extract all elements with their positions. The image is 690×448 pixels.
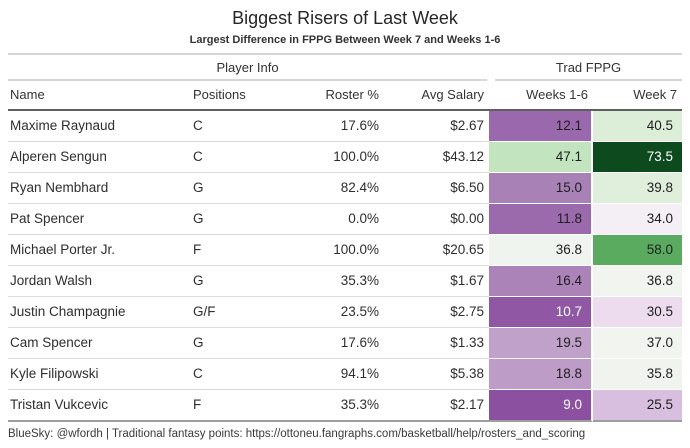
week-7-cell: 37.0 bbox=[593, 328, 683, 359]
column-header-week-7: Week 7 bbox=[593, 81, 683, 111]
column-header-row: Name Positions Roster % Avg Salary Weeks… bbox=[8, 81, 683, 111]
positions-cell: F bbox=[188, 390, 284, 422]
player-name-cell: Alperen Sengun bbox=[8, 142, 188, 173]
week-7-cell: 40.5 bbox=[593, 111, 683, 142]
positions-cell: C bbox=[188, 142, 284, 173]
avg-salary-cell: $6.50 bbox=[384, 173, 490, 204]
table-row: Cam Spencer G 17.6% $1.33 19.5 37.0 bbox=[8, 328, 683, 359]
positions-cell: G bbox=[188, 173, 284, 204]
weeks-1-6-cell: 16.4 bbox=[489, 266, 594, 297]
column-group-row: Player Info Trad FPPG bbox=[8, 55, 683, 81]
week-7-cell: 73.5 bbox=[593, 142, 683, 173]
roster-pct-cell: 17.6% bbox=[284, 111, 384, 142]
roster-pct-cell: 0.0% bbox=[284, 204, 384, 235]
roster-pct-cell: 100.0% bbox=[284, 142, 384, 173]
table-row: Jordan Walsh G 35.3% $1.67 16.4 36.8 bbox=[8, 266, 683, 297]
week-7-cell: 34.0 bbox=[593, 204, 683, 235]
player-name-cell: Pat Spencer bbox=[8, 204, 188, 235]
weeks-1-6-cell: 12.1 bbox=[489, 111, 594, 142]
avg-salary-cell: $5.38 bbox=[384, 359, 490, 390]
avg-salary-cell: $1.33 bbox=[384, 328, 490, 359]
player-name-cell: Ryan Nembhard bbox=[8, 173, 188, 204]
group-header-trad-fppg: Trad FPPG bbox=[489, 55, 683, 81]
table-body: Maxime Raynaud C 17.6% $2.67 12.1 40.5 Alperen… bbox=[8, 111, 683, 422]
table-row: Tristan Vukcevic F 35.3% $2.17 9.0 25.5 bbox=[8, 390, 683, 422]
group-header-player-info-label: Player Info bbox=[8, 60, 488, 81]
week-7-cell: 58.0 bbox=[593, 235, 683, 266]
roster-pct-cell: 82.4% bbox=[284, 173, 384, 204]
column-header-avg-salary: Avg Salary bbox=[384, 81, 490, 111]
table-row: Kyle Filipowski C 94.1% $5.38 18.8 35.8 bbox=[8, 359, 683, 390]
roster-pct-cell: 23.5% bbox=[284, 297, 384, 328]
player-name-cell: Kyle Filipowski bbox=[8, 359, 188, 390]
source-note: BlueSky: @wfordh | Traditional fantasy p… bbox=[8, 428, 586, 440]
weeks-1-6-cell: 36.8 bbox=[489, 235, 594, 266]
group-header-player-info: Player Info bbox=[8, 55, 489, 81]
column-header-name: Name bbox=[8, 81, 188, 111]
player-name-cell: Tristan Vukcevic bbox=[8, 390, 188, 422]
player-name-cell: Jordan Walsh bbox=[8, 266, 188, 297]
avg-salary-cell: $2.17 bbox=[384, 390, 490, 422]
weeks-1-6-cell: 19.5 bbox=[489, 328, 594, 359]
roster-pct-cell: 100.0% bbox=[284, 235, 384, 266]
positions-cell: G bbox=[188, 328, 284, 359]
player-name-cell: Michael Porter Jr. bbox=[8, 235, 188, 266]
week-7-cell: 35.8 bbox=[593, 359, 683, 390]
positions-cell: G bbox=[188, 204, 284, 235]
table-row: Justin Champagnie G/F 23.5% $2.75 10.7 30.5 bbox=[8, 297, 683, 328]
player-name-cell: Justin Champagnie bbox=[8, 297, 188, 328]
header-divider bbox=[8, 53, 682, 55]
week-7-cell: 36.8 bbox=[593, 266, 683, 297]
positions-cell: G bbox=[188, 266, 284, 297]
page-title: Biggest Risers of Last Week bbox=[232, 8, 458, 28]
roster-pct-cell: 94.1% bbox=[284, 359, 384, 390]
roster-pct-cell: 35.3% bbox=[284, 266, 384, 297]
weeks-1-6-cell: 47.1 bbox=[489, 142, 594, 173]
avg-salary-cell: $0.00 bbox=[384, 204, 490, 235]
weeks-1-6-cell: 18.8 bbox=[489, 359, 594, 390]
avg-salary-cell: $1.67 bbox=[384, 266, 490, 297]
avg-salary-cell: $20.65 bbox=[384, 235, 490, 266]
column-header-roster-pct: Roster % bbox=[284, 81, 384, 111]
weeks-1-6-cell: 11.8 bbox=[489, 204, 594, 235]
page-subtitle: Largest Difference in FPPG Between Week … bbox=[189, 34, 501, 46]
player-name-cell: Maxime Raynaud bbox=[8, 111, 188, 142]
roster-pct-cell: 17.6% bbox=[284, 328, 384, 359]
avg-salary-cell: $43.12 bbox=[384, 142, 490, 173]
avg-salary-cell: $2.67 bbox=[384, 111, 490, 142]
column-header-positions: Positions bbox=[188, 81, 284, 111]
table-row: Maxime Raynaud C 17.6% $2.67 12.1 40.5 bbox=[8, 111, 683, 142]
weeks-1-6-cell: 10.7 bbox=[489, 297, 594, 328]
table-row: Michael Porter Jr. F 100.0% $20.65 36.8 58.0 bbox=[8, 235, 683, 266]
weeks-1-6-cell: 9.0 bbox=[489, 390, 594, 422]
week-7-cell: 30.5 bbox=[593, 297, 683, 328]
positions-cell: C bbox=[188, 359, 284, 390]
roster-pct-cell: 35.3% bbox=[284, 390, 384, 422]
avg-salary-cell: $2.75 bbox=[384, 297, 490, 328]
table-row: Ryan Nembhard G 82.4% $6.50 15.0 39.8 bbox=[8, 173, 683, 204]
player-name-cell: Cam Spencer bbox=[8, 328, 188, 359]
weeks-1-6-cell: 15.0 bbox=[489, 173, 594, 204]
positions-cell: C bbox=[188, 111, 284, 142]
group-header-trad-fppg-label: Trad FPPG bbox=[495, 60, 683, 81]
table-row: Alperen Sengun C 100.0% $43.12 47.1 73.5 bbox=[8, 142, 683, 173]
positions-cell: G/F bbox=[188, 297, 284, 328]
risers-table: Player Info Trad FPPG Name Positions Ros… bbox=[8, 55, 683, 422]
week-7-cell: 25.5 bbox=[593, 390, 683, 422]
column-header-weeks-1-6: Weeks 1-6 bbox=[489, 81, 594, 111]
positions-cell: F bbox=[188, 235, 284, 266]
week-7-cell: 39.8 bbox=[593, 173, 683, 204]
table-row: Pat Spencer G 0.0% $0.00 11.8 34.0 bbox=[8, 204, 683, 235]
